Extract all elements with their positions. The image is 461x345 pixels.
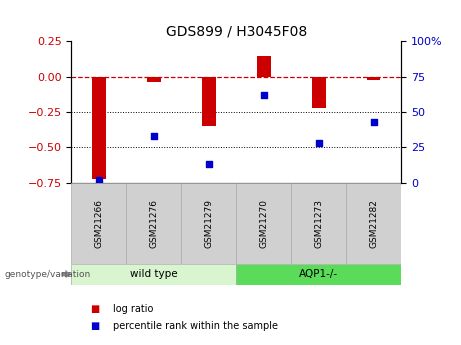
- Text: log ratio: log ratio: [113, 304, 154, 314]
- Point: [95, 177, 103, 183]
- Point: [150, 134, 158, 139]
- Bar: [236, 264, 401, 285]
- Bar: [346, 183, 401, 264]
- Text: GSM21266: GSM21266: [95, 199, 103, 248]
- Text: genotype/variation: genotype/variation: [5, 270, 91, 279]
- Bar: [126, 183, 181, 264]
- Text: ■: ■: [90, 321, 99, 331]
- Text: GSM21273: GSM21273: [314, 199, 323, 248]
- Text: wild type: wild type: [130, 269, 177, 279]
- Text: ■: ■: [90, 304, 99, 314]
- Bar: [71, 183, 126, 264]
- Bar: [147, 77, 161, 82]
- Text: percentile rank within the sample: percentile rank within the sample: [113, 321, 278, 331]
- Title: GDS899 / H3045F08: GDS899 / H3045F08: [165, 25, 307, 39]
- Bar: [367, 77, 380, 80]
- Point: [315, 140, 322, 146]
- Point: [205, 162, 213, 167]
- Bar: [71, 264, 236, 285]
- Text: GSM21276: GSM21276: [149, 199, 159, 248]
- Bar: [202, 77, 216, 126]
- Point: [260, 92, 267, 98]
- Bar: [291, 183, 346, 264]
- Text: GSM21279: GSM21279: [204, 199, 213, 248]
- Bar: [312, 77, 325, 108]
- Text: GSM21270: GSM21270: [259, 199, 268, 248]
- Bar: [257, 56, 271, 77]
- Bar: [181, 183, 236, 264]
- Point: [370, 119, 377, 125]
- Text: GSM21282: GSM21282: [369, 199, 378, 248]
- Bar: [92, 77, 106, 179]
- Bar: [236, 183, 291, 264]
- Text: AQP1-/-: AQP1-/-: [299, 269, 338, 279]
